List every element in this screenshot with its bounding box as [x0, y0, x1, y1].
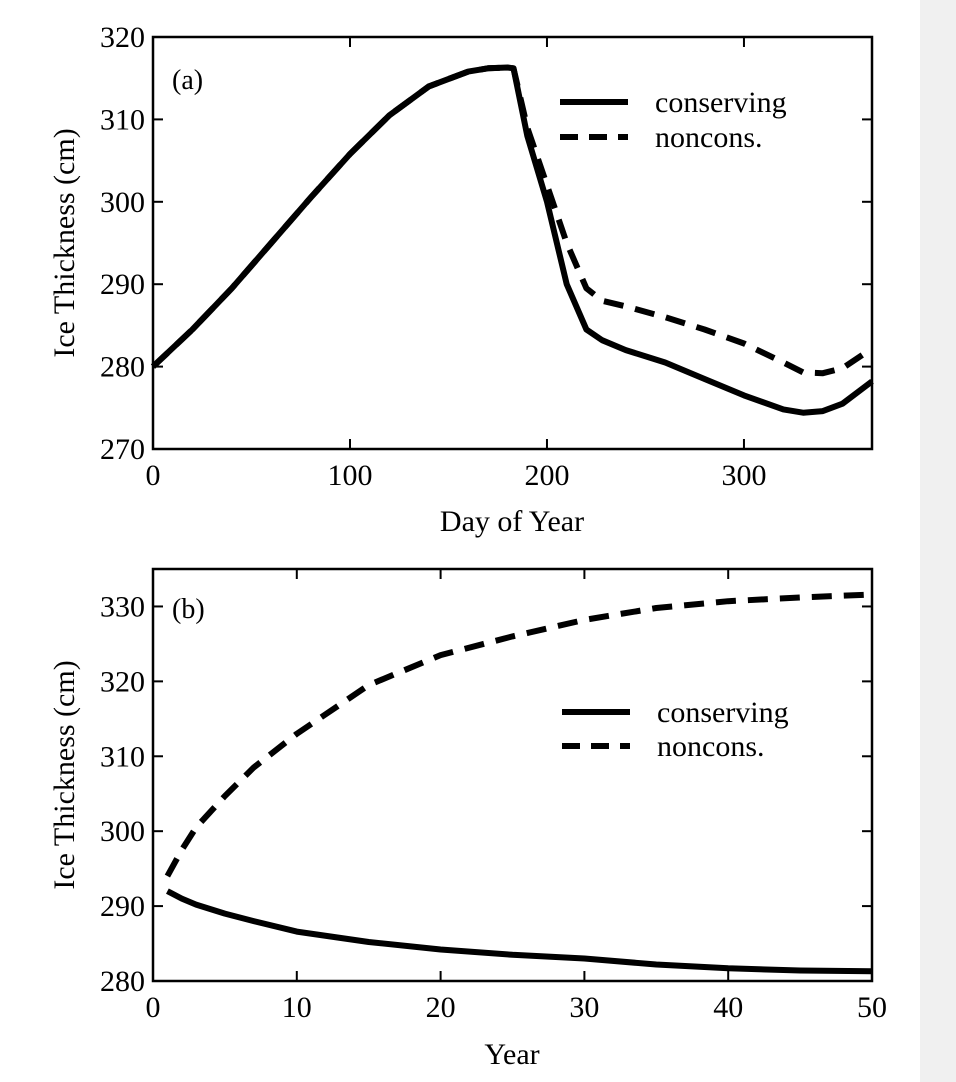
panel-a-xlabel: Day of Year — [440, 505, 584, 538]
panel-b-label: (b) — [172, 594, 205, 625]
panel-a-frame — [151, 35, 874, 451]
panel-b-lines — [164, 591, 873, 975]
panel-b-series-noncons — [164, 591, 873, 878]
panel-a-xtick-label-100: 100 — [327, 459, 372, 492]
panel-a-ytick-label-310: 310 — [100, 103, 145, 136]
right-edge-strip — [920, 0, 956, 1082]
panel-b-ylabel: Ice Thickness (cm) — [48, 660, 81, 889]
panel-b-series-conserving — [166, 888, 873, 975]
panel-b-ytick-label-280: 280 — [100, 965, 145, 998]
panel-b: 0 10 20 30 40 50 280 290 300 310 320 330 (b) Year I… — [48, 567, 887, 1071]
panel-b-ytick-label-330: 330 — [100, 590, 145, 623]
panel-a-legend-noncons: noncons. — [655, 121, 763, 154]
panel-b-frame — [151, 567, 874, 983]
panel-a-series-noncons — [150, 64, 874, 377]
panel-a-label: (a) — [172, 65, 203, 96]
panel-b-xtick-label-10: 10 — [282, 991, 312, 1024]
panel-b-ticks: 0 10 20 30 40 50 280 290 300 310 320 330 — [100, 569, 887, 1024]
panel-a-ylabel: Ice Thickness (cm) — [48, 128, 81, 357]
panel-a-axes — [151, 35, 874, 451]
panel-a-ytick-label-270: 270 — [100, 433, 145, 466]
panel-a-legend: conserving noncons. — [560, 86, 787, 154]
panel-b-axes — [151, 567, 874, 983]
panel-b-xtick-label-20: 20 — [426, 991, 456, 1024]
panel-a-ytick-label-300: 300 — [100, 186, 145, 219]
panel-a-xtick-label-0: 0 — [146, 459, 161, 492]
panel-b-legend-noncons: noncons. — [657, 730, 765, 763]
panel-a-ytick-label-280: 280 — [100, 351, 145, 384]
panel-a-lines — [150, 64, 874, 416]
panel-a-ticks: 0 100 200 300 270 280 290 300 310 320 — [100, 21, 872, 492]
panel-b-legend: conserving noncons. — [562, 696, 789, 763]
panel-b-ytick-label-320: 320 — [100, 665, 145, 698]
panel-b-xtick-label-40: 40 — [713, 991, 743, 1024]
panel-b-ytick-label-310: 310 — [100, 740, 145, 773]
panel-a-ytick-label-320: 320 — [100, 21, 145, 54]
panel-b-ytick-label-300: 300 — [100, 815, 145, 848]
panel-a: 0 100 200 300 270 280 290 300 310 320 (a) Day of … — [48, 21, 874, 538]
panel-a-ytick-label-290: 290 — [100, 268, 145, 301]
panel-a-legend-conserving: conserving — [655, 86, 787, 119]
panel-b-xtick-label-30: 30 — [569, 991, 599, 1024]
panel-b-xtick-label-50: 50 — [857, 991, 887, 1024]
panel-b-xtick-label-0: 0 — [146, 991, 161, 1024]
panel-a-xtick-label-300: 300 — [721, 459, 766, 492]
panel-b-xlabel: Year — [484, 1038, 539, 1071]
panel-a-xtick-label-200: 200 — [524, 459, 569, 492]
panel-b-legend-conserving: conserving — [657, 696, 789, 729]
panel-b-ytick-label-290: 290 — [100, 890, 145, 923]
